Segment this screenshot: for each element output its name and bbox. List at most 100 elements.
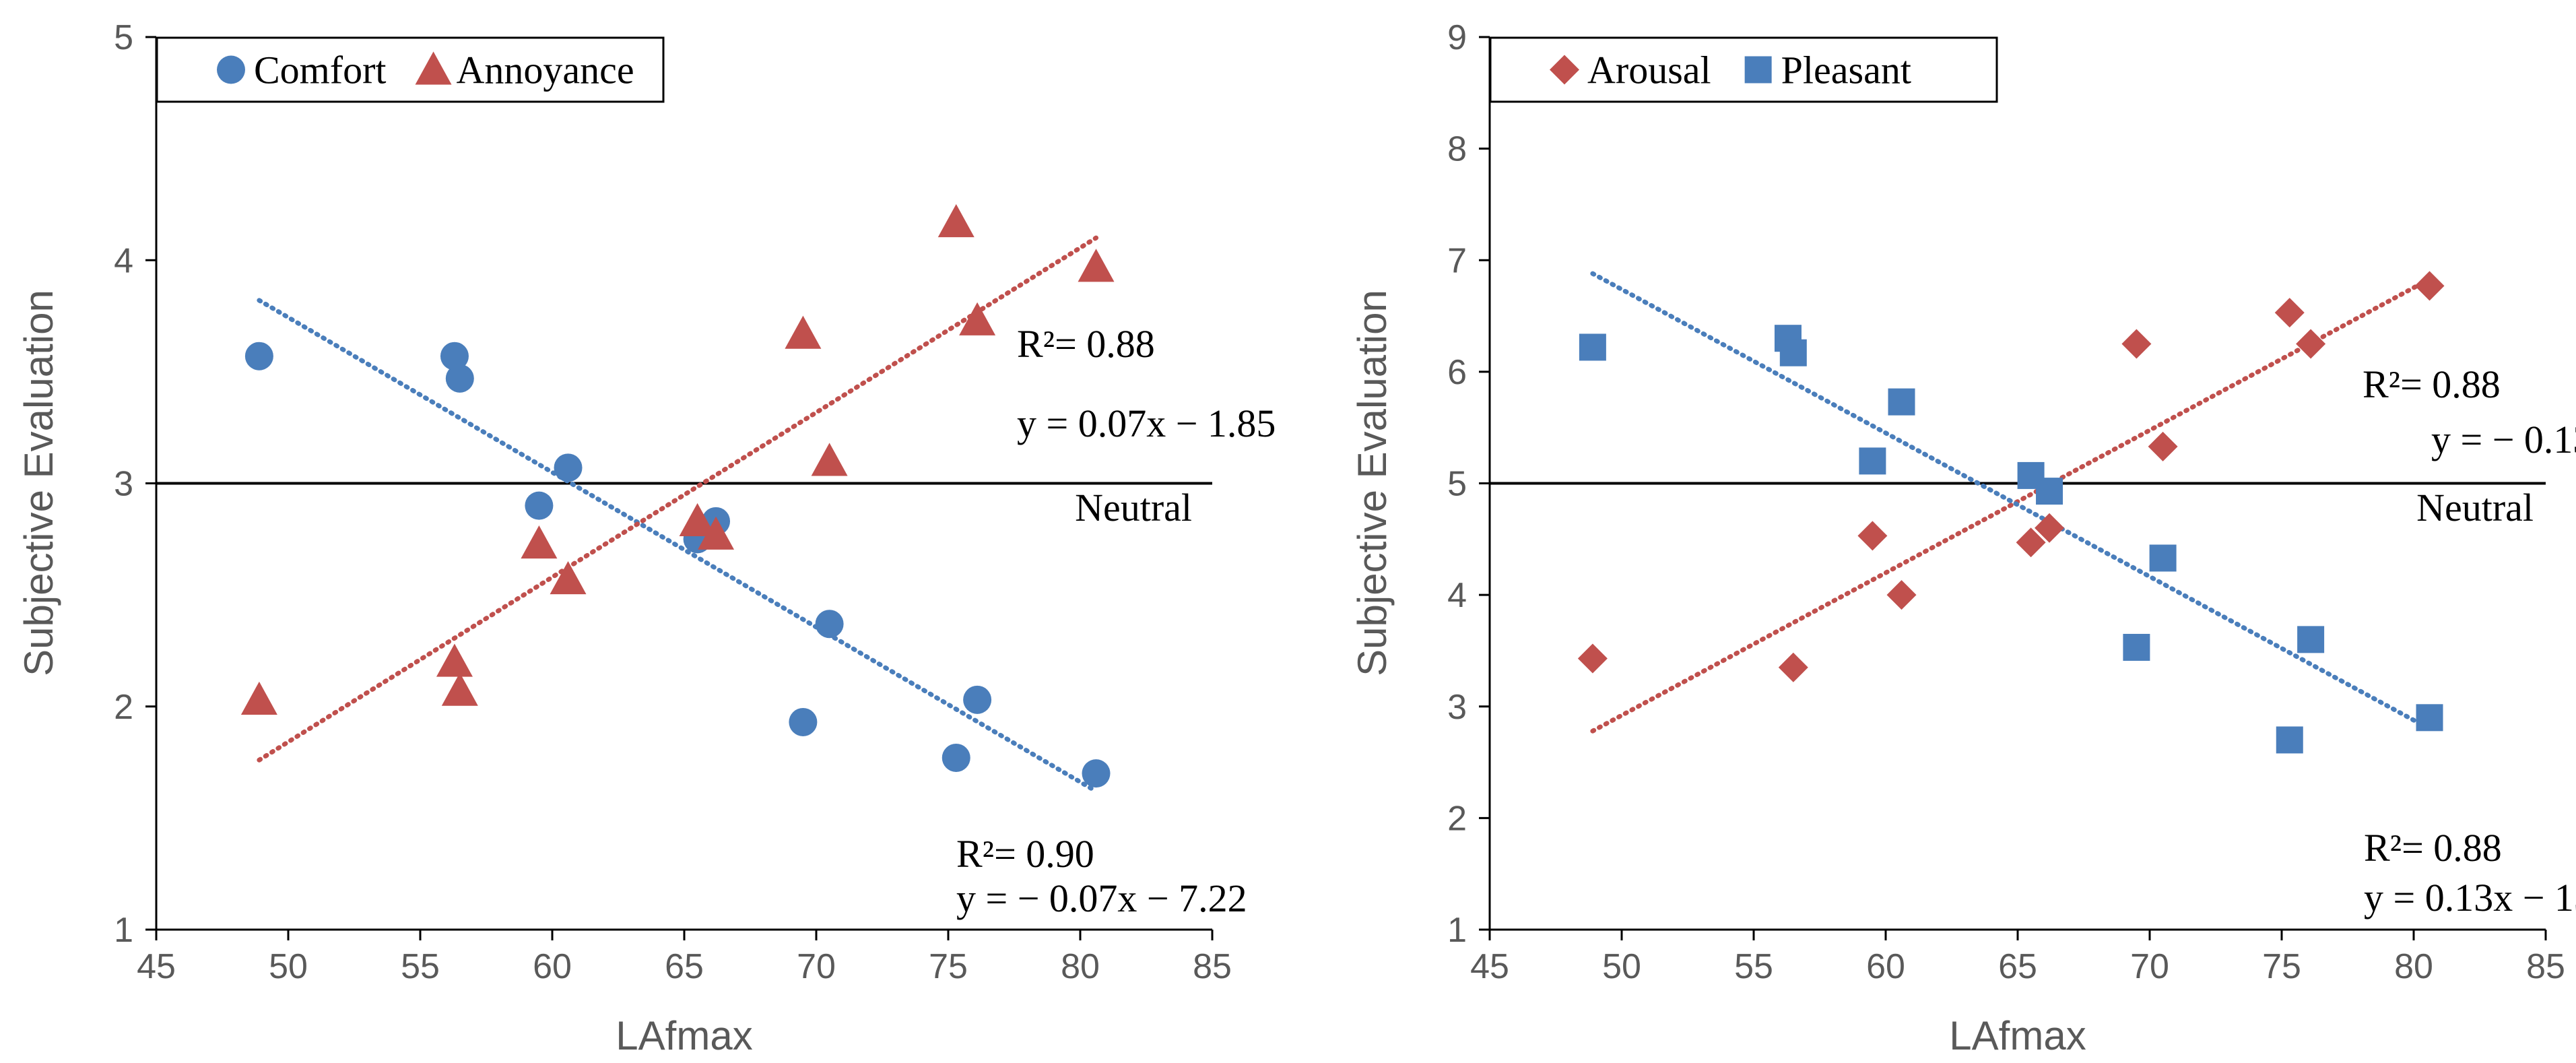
annoyance-point bbox=[959, 302, 996, 335]
y-tick-label: 4 bbox=[1447, 576, 1467, 615]
arousal-trendline bbox=[1590, 276, 2433, 734]
arousal-point bbox=[1886, 580, 1917, 610]
x-tick-label: 50 bbox=[269, 947, 308, 986]
y-tick-label: 2 bbox=[114, 688, 133, 727]
x-tick-label: 65 bbox=[665, 947, 704, 986]
annoyance-point bbox=[441, 672, 478, 706]
pleasant-point bbox=[2297, 626, 2325, 653]
x-tick-label: 85 bbox=[2526, 947, 2565, 986]
y-tick-label: 1 bbox=[114, 911, 133, 950]
x-tick-label: 50 bbox=[1602, 947, 1641, 986]
comfort-equation-label: y = − 0.07x − 7.22 bbox=[956, 876, 1247, 920]
pleasant-equation-label: y = − 0.13x − 3.47 bbox=[2431, 418, 2576, 461]
arousal-r2-label: R²= 0.88 bbox=[2364, 826, 2502, 870]
y-tick-label: 1 bbox=[1447, 911, 1467, 950]
pleasant-point bbox=[1859, 447, 1886, 475]
neutral-label: Neutral bbox=[2416, 486, 2534, 529]
x-tick-label: 55 bbox=[1734, 947, 1773, 986]
pleasant-point bbox=[1888, 388, 1915, 416]
annoyance-point bbox=[679, 503, 716, 536]
annoyance-r2-label: R²= 0.88 bbox=[1017, 322, 1155, 366]
arousal-legend-marker bbox=[1550, 55, 1579, 85]
neutral-line-left: Neutral bbox=[156, 482, 1212, 529]
pleasant-point bbox=[2149, 544, 2177, 572]
pleasant-point bbox=[2276, 726, 2303, 754]
x-tick-label: 70 bbox=[2130, 947, 2169, 986]
pleasant-r2-label: R²= 0.88 bbox=[2363, 362, 2501, 406]
pleasant-point bbox=[1579, 333, 1606, 361]
arousal-point bbox=[1778, 652, 1808, 682]
data-points-right bbox=[1577, 271, 2445, 754]
x-tick-label: 45 bbox=[1470, 947, 1509, 986]
arousal-point bbox=[2414, 271, 2445, 301]
comfort-r2-label: R²= 0.90 bbox=[956, 832, 1094, 876]
pleasant-point bbox=[2123, 633, 2150, 661]
annoyance-point bbox=[436, 643, 473, 677]
y-tick-label: 9 bbox=[1447, 18, 1467, 57]
y-tick-label: 3 bbox=[114, 465, 133, 504]
annoyance-point bbox=[785, 315, 822, 349]
x-tick-label: 60 bbox=[533, 947, 572, 986]
y-axis-title-right: Subjective Evaluation bbox=[1350, 290, 1395, 676]
pleasant-point bbox=[2416, 704, 2443, 732]
arousal-point bbox=[1577, 643, 1608, 674]
y-tick-label: 6 bbox=[1447, 353, 1467, 392]
annoyance-point bbox=[811, 443, 848, 476]
y-tick-label: 2 bbox=[1447, 799, 1467, 838]
x-tick-label: 65 bbox=[1998, 947, 2037, 986]
trendlines-right bbox=[1590, 271, 2433, 734]
comfort-point bbox=[445, 364, 474, 393]
y-tick-label: 3 bbox=[1447, 688, 1467, 727]
annoyance-trendline bbox=[257, 235, 1099, 763]
arousal-point bbox=[2121, 329, 2152, 359]
y-tick-label: 8 bbox=[1447, 130, 1467, 169]
comfort-point bbox=[789, 707, 818, 736]
annoyance-point bbox=[521, 525, 558, 559]
comfort-point bbox=[525, 491, 554, 520]
x-tick-label: 45 bbox=[137, 947, 176, 986]
pleasant-legend-marker bbox=[1744, 56, 1772, 84]
arousal-point bbox=[2274, 298, 2305, 328]
annoyance-point bbox=[1078, 249, 1115, 282]
legend-right: Arousal Pleasant bbox=[1489, 36, 1998, 103]
annotations-right: R²= 0.88 y = − 0.13x − 3.47 R²= 0.88 y = 0.… bbox=[2363, 362, 2576, 920]
neutral-label: Neutral bbox=[1075, 486, 1192, 529]
arousal-equation-label: y = 0.13x − 13.19 bbox=[2364, 876, 2576, 920]
pleasant-trendline bbox=[1590, 271, 2433, 732]
x-tick-label: 75 bbox=[2262, 947, 2301, 986]
trendlines-left bbox=[257, 235, 1099, 794]
annoyance-legend-marker bbox=[415, 51, 452, 85]
arousal-legend-label: Arousal bbox=[1587, 49, 1711, 92]
x-tick-label: 60 bbox=[1866, 947, 1905, 986]
pleasant-legend-label: Pleasant bbox=[1781, 49, 1911, 92]
arousal-point bbox=[2296, 329, 2326, 359]
arousal-point bbox=[2035, 513, 2065, 543]
y-tick-label: 5 bbox=[1447, 465, 1467, 504]
annoyance-legend-label: Annoyance bbox=[457, 49, 634, 92]
y-tick-label: 7 bbox=[1447, 241, 1467, 280]
annoyance-point bbox=[937, 203, 975, 238]
comfort-trendline bbox=[257, 298, 1099, 794]
comfort-point bbox=[1082, 759, 1111, 788]
x-tick-label: 75 bbox=[929, 947, 968, 986]
annoyance-point bbox=[240, 681, 277, 715]
annoyance-equation-label: y = 0.07x − 1.85 bbox=[1017, 401, 1276, 445]
data-points-left bbox=[240, 203, 1115, 788]
annoyance-point bbox=[550, 560, 587, 595]
annoyance-point bbox=[698, 516, 735, 550]
comfort-point bbox=[244, 342, 273, 371]
arousal-point bbox=[2016, 527, 2046, 558]
comfort-point bbox=[815, 610, 844, 639]
x-tick-label: 85 bbox=[1193, 947, 1232, 986]
y-axis-title-left: Subjective Evaluation bbox=[16, 290, 61, 676]
annotations-left: R²= 0.88 y = 0.07x − 1.85 R²= 0.90y = − 0.… bbox=[956, 322, 1276, 920]
x-tick-label: 80 bbox=[2394, 947, 2433, 986]
arousal-point bbox=[1857, 521, 1888, 551]
y-tick-label: 4 bbox=[114, 241, 133, 280]
legend-left: Comfort Annoyance bbox=[156, 36, 665, 103]
